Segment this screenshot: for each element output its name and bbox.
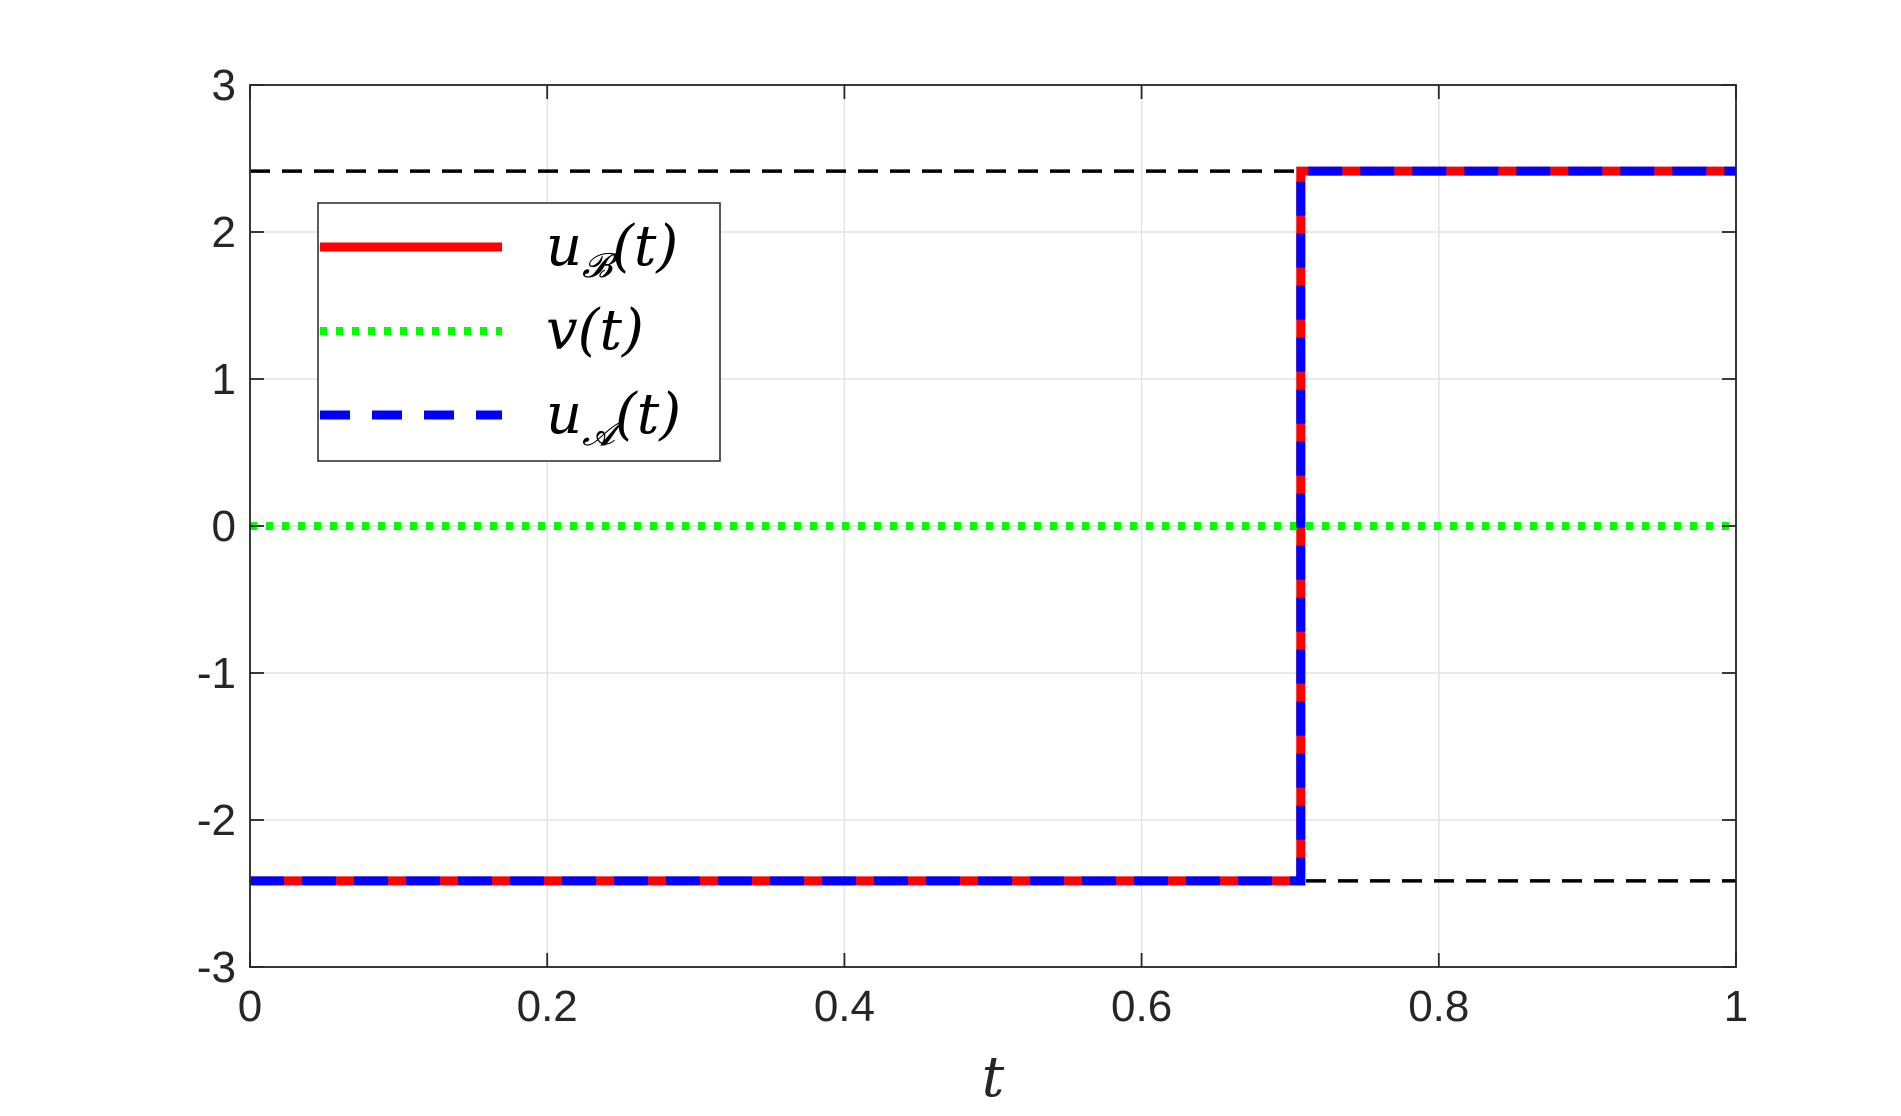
- legend-label-0: u𝓑(t): [546, 214, 678, 286]
- y-tick-label-2: -1: [197, 649, 236, 698]
- series-line-2: [250, 166, 1736, 886]
- y-tick-label-0: -3: [197, 943, 236, 992]
- x-tick-label-1: 0.2: [517, 982, 578, 1031]
- x-tick-label-3: 0.6: [1111, 982, 1172, 1031]
- y-tick-label-4: 1: [212, 355, 236, 404]
- x-axis-label: t: [982, 1045, 1005, 1110]
- y-tick-label-6: 3: [212, 61, 236, 110]
- legend-label-1: v(t): [546, 298, 644, 363]
- axes-box: [249, 84, 1737, 968]
- legend-label-2: u𝓐(t): [546, 382, 681, 454]
- x-tick-label-2: 0.4: [814, 982, 875, 1031]
- legend: u𝓑(t) v(t) u𝓐(t): [317, 202, 721, 462]
- y-tick-label-5: 2: [212, 208, 236, 257]
- x-tick-label-4: 0.8: [1408, 982, 1469, 1031]
- series-lines: [250, 166, 1736, 886]
- x-tick-label-5: 1: [1724, 982, 1748, 1031]
- y-tick-label-3: 0: [212, 502, 236, 551]
- tick-labels: 0 0.2 0.4 0.6 0.8 1 -3 -2 -1 0 1 2 3: [197, 61, 1748, 1031]
- x-tick-label-0: 0: [238, 982, 262, 1031]
- y-tick-label-1: -2: [197, 796, 236, 845]
